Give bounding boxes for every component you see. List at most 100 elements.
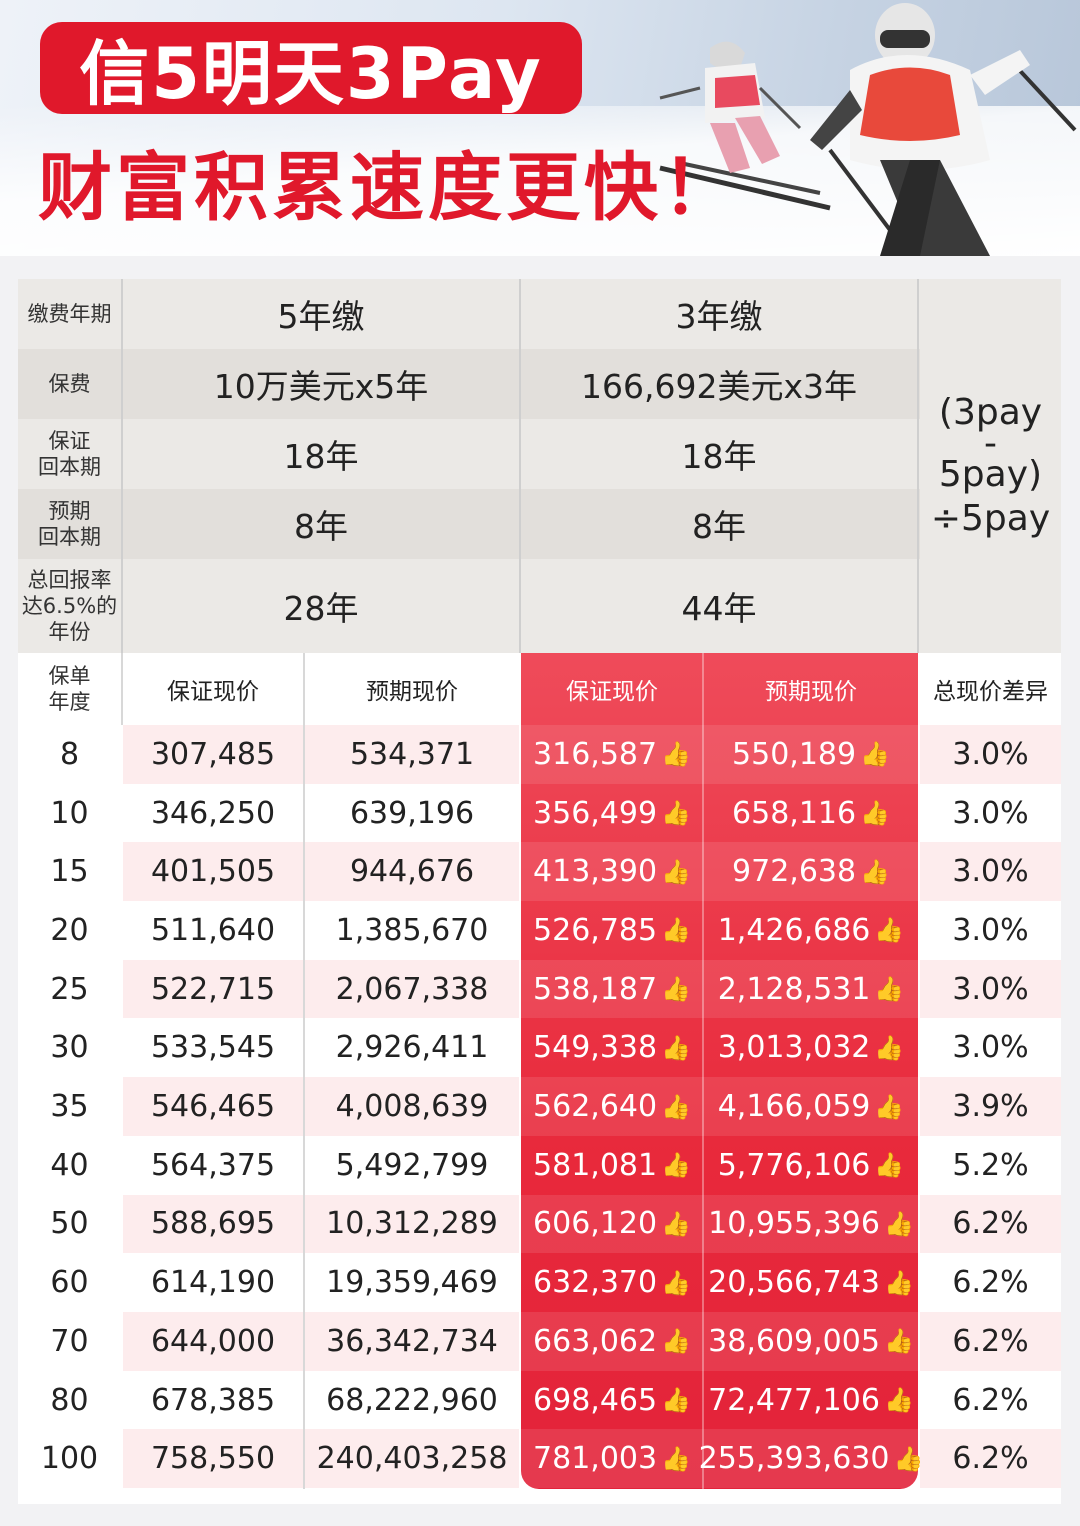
row-bg xyxy=(920,1135,1061,1195)
grid-line xyxy=(121,279,123,653)
grid-line xyxy=(303,653,305,1489)
table-row: 60 614,190 19,359,469 632,370 👍 20,566,743 👍 6.… xyxy=(18,1253,1061,1312)
page-subtitle: 财富积累速度更快！ xyxy=(38,145,740,231)
row-bg xyxy=(123,901,519,960)
projected-value-5pay: 19,359,469 xyxy=(326,1265,498,1301)
policy-year: 40 xyxy=(50,1147,89,1183)
value-difference: 3.0% xyxy=(952,1030,1029,1066)
row-bg xyxy=(123,1429,519,1489)
thumbs-up-icon: 👍 xyxy=(661,975,691,1004)
info-row-3pay-value: 166,692美元x3年 xyxy=(581,367,857,406)
thumbs-up-icon: 👍 xyxy=(661,1444,691,1473)
guaranteed-value-3pay: 781,003 xyxy=(533,1441,658,1477)
projected-value-3pay: 2,128,531 xyxy=(717,971,871,1007)
column-header-projected-3pay: 预期现价 xyxy=(765,679,857,705)
value-difference: 3.0% xyxy=(952,795,1029,831)
policy-year: 100 xyxy=(40,1441,99,1477)
thumbs-up-icon: 👍 xyxy=(661,1386,691,1415)
projected-value-3pay-cell: 10,955,396 👍 xyxy=(704,1195,918,1254)
row-bg xyxy=(521,842,918,902)
projected-value-3pay-cell: 5,776,106 👍 xyxy=(704,1136,918,1195)
projected-value-5pay: 944,676 xyxy=(349,854,475,890)
guaranteed-value-3pay-cell: 698,465 👍 xyxy=(521,1371,703,1430)
column-header-difference: 总现价差异 xyxy=(933,679,1048,705)
formula-line: (3pay xyxy=(938,392,1043,433)
projected-value-3pay-cell: 658,116 👍 xyxy=(704,784,918,843)
table-row: 8 307,485 534,371 316,587 👍 550,189 👍 3.0% xyxy=(18,725,1061,784)
thumbs-up-icon: 👍 xyxy=(661,1033,691,1062)
projected-value-3pay: 72,477,106 xyxy=(708,1382,880,1418)
guaranteed-value-5pay: 564,375 xyxy=(150,1147,276,1183)
row-bg xyxy=(920,1370,1061,1430)
thumbs-up-icon: 👍 xyxy=(874,1151,905,1180)
projected-value-5pay: 1,385,670 xyxy=(335,912,489,948)
row-bg xyxy=(920,1312,1061,1371)
row-bg xyxy=(920,1018,1061,1078)
row-bg xyxy=(521,1077,918,1136)
projected-value-5pay: 68,222,960 xyxy=(326,1382,498,1418)
projected-value-3pay: 550,189 xyxy=(732,736,857,772)
projected-value-5pay: 2,067,338 xyxy=(335,971,489,1007)
table-row: 20 511,640 1,385,670 526,785 👍 1,426,686 👍 3.0% xyxy=(18,901,1061,960)
info-row: 总回报率 达6.5%的 年份 28年 44年 xyxy=(18,559,920,653)
projected-value-3pay: 38,609,005 xyxy=(708,1323,880,1359)
projected-value-3pay: 4,166,059 xyxy=(717,1089,871,1125)
policy-year: 70 xyxy=(50,1323,89,1359)
value-difference: 6.2% xyxy=(952,1265,1029,1301)
projected-value-3pay: 255,393,630 xyxy=(698,1441,890,1477)
policy-year: 8 xyxy=(59,736,80,772)
row-bg xyxy=(18,725,121,784)
info-row-3pay-value: 44年 xyxy=(681,589,757,628)
projected-value-5pay: 5,492,799 xyxy=(335,1147,489,1183)
row-bg xyxy=(123,725,519,784)
row-bg xyxy=(18,1194,121,1254)
guaranteed-value-3pay-cell: 356,499 👍 xyxy=(521,784,703,843)
thumbs-up-icon: 👍 xyxy=(661,740,691,769)
info-row-5pay-value: 28年 xyxy=(283,589,359,628)
grid-line xyxy=(121,653,123,725)
row-bg xyxy=(18,959,121,1019)
value-difference: 6.2% xyxy=(952,1323,1029,1359)
projected-value-5pay: 36,342,734 xyxy=(326,1323,498,1359)
row-bg xyxy=(920,901,1061,960)
thumbs-up-icon: 👍 xyxy=(860,740,890,769)
row-bg xyxy=(123,1253,519,1312)
row-bg xyxy=(521,1429,918,1489)
guaranteed-value-5pay: 644,000 xyxy=(150,1323,276,1359)
info-row: 缴费年期 5年缴 3年缴 xyxy=(18,279,920,349)
thumbs-up-icon: 👍 xyxy=(874,1033,905,1062)
projected-value-3pay-cell: 38,609,005 👍 xyxy=(704,1312,918,1371)
guaranteed-value-3pay: 663,062 xyxy=(533,1323,658,1359)
projected-value-3pay: 10,955,396 xyxy=(708,1206,880,1242)
difference-formula: (3pay - 5pay) ÷5pay xyxy=(920,279,1061,653)
row-bg xyxy=(521,959,918,1019)
thumbs-up-icon: 👍 xyxy=(860,799,890,828)
guaranteed-value-3pay: 581,081 xyxy=(533,1147,658,1183)
guaranteed-value-5pay: 678,385 xyxy=(150,1382,276,1418)
projected-value-3pay: 3,013,032 xyxy=(717,1030,871,1066)
row-bg xyxy=(920,1194,1061,1254)
row-bg xyxy=(123,1135,519,1195)
table-row: 50 588,695 10,312,289 606,120 👍 10,955,396 👍 6.… xyxy=(18,1194,1061,1254)
guaranteed-value-3pay: 413,390 xyxy=(533,854,658,890)
thumbs-up-icon: 👍 xyxy=(661,916,691,945)
value-difference: 3.0% xyxy=(952,971,1029,1007)
info-row-label: 保费 xyxy=(48,372,91,396)
projected-value-3pay-cell: 972,638 👍 xyxy=(704,842,918,901)
thumbs-up-icon: 👍 xyxy=(883,1268,914,1297)
projected-value-3pay: 658,116 xyxy=(732,795,857,831)
row-bg xyxy=(18,1077,121,1136)
row-bg xyxy=(521,725,918,784)
row-bg xyxy=(18,901,121,960)
skier-illustration-back xyxy=(659,41,831,211)
guaranteed-value-3pay: 526,785 xyxy=(533,912,658,948)
policy-year: 15 xyxy=(50,854,89,890)
guaranteed-value-3pay: 698,465 xyxy=(533,1382,658,1418)
thumbs-up-icon: 👍 xyxy=(661,799,691,828)
table-row: 35 546,465 4,008,639 562,640 👍 4,166,059 👍 3.9% xyxy=(18,1077,1061,1136)
grid-line xyxy=(702,653,704,1489)
comparison-table: 缴费年期 5年缴 3年缴 保费 10万美元x5年 166,692美元x3年 保证 回本期 18… xyxy=(18,279,1061,1504)
row-bg xyxy=(18,1253,121,1312)
guaranteed-value-3pay-cell: 581,081 👍 xyxy=(521,1136,703,1195)
column-header-guaranteed-3pay: 保证现价 xyxy=(566,679,658,705)
